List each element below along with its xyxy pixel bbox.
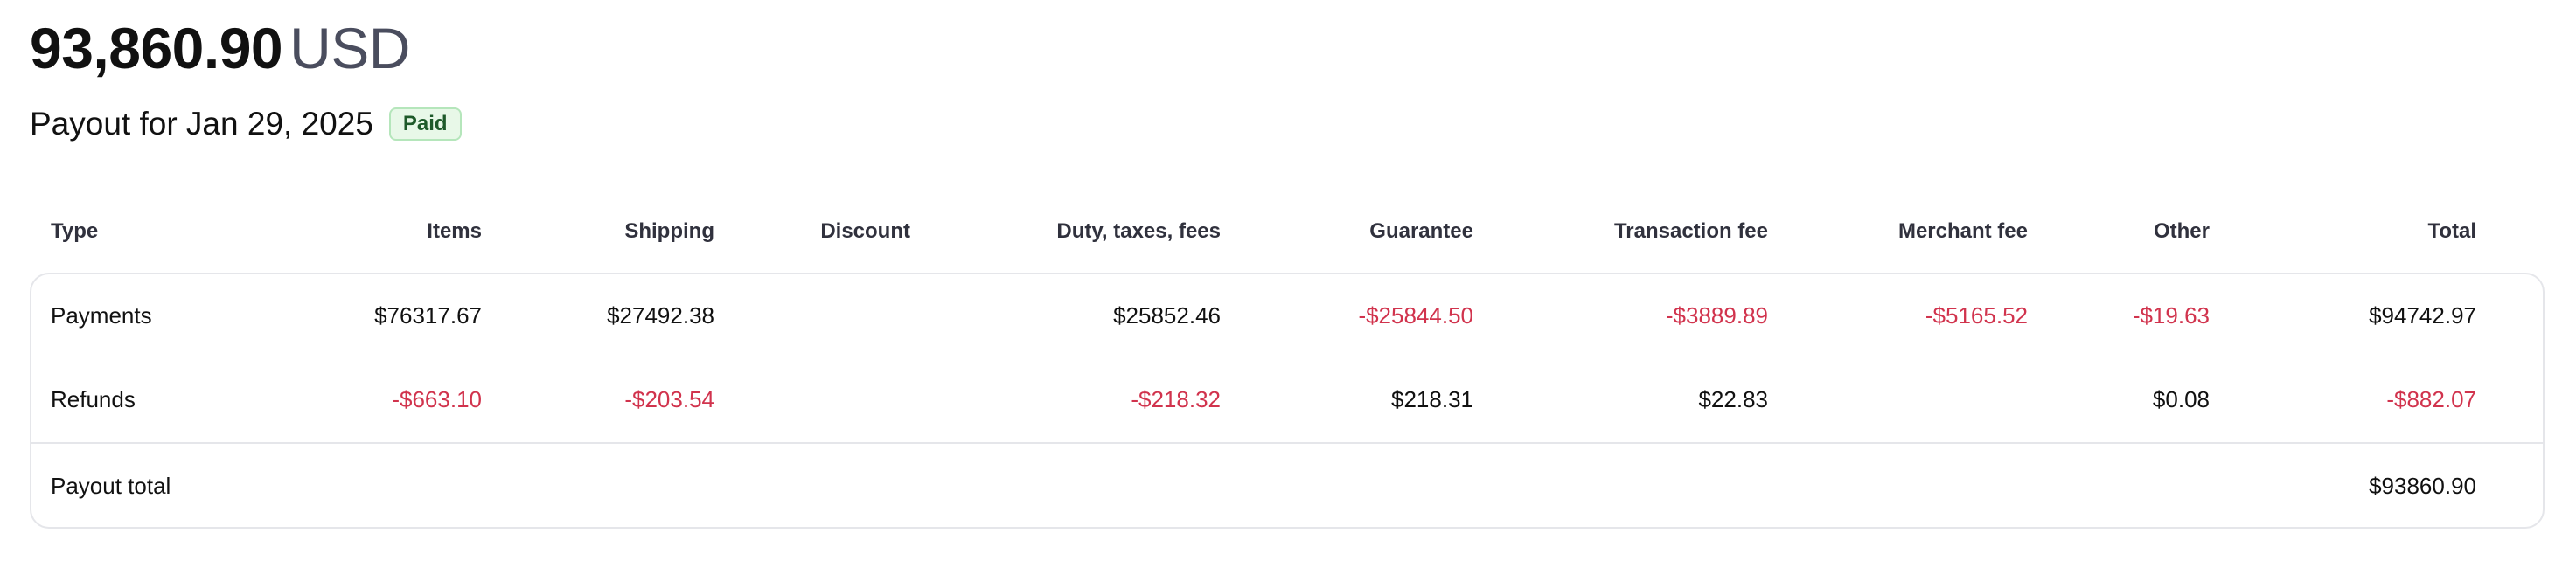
payout-total-label: Payout total <box>51 473 171 499</box>
cell: $22.83 <box>1698 386 1768 412</box>
cell: $0.08 <box>2152 386 2210 412</box>
table-header: Type Items Shipping Discount Duty, taxes… <box>0 214 2576 249</box>
table-divider <box>30 442 2545 444</box>
cell: -$3889.89 <box>1665 302 1768 329</box>
status-badge: Paid <box>388 107 462 141</box>
cell: -$5165.52 <box>1925 302 2028 329</box>
col-header-duty: Duty, taxes, fees <box>1056 219 1221 243</box>
currency-code: USD <box>289 16 410 80</box>
table-row-payout-total: Payout total $93860.90 <box>0 468 2576 503</box>
cell: -$19.63 <box>2132 302 2210 329</box>
payout-total-value: $93860.90 <box>2369 473 2476 499</box>
col-header-discount: Discount <box>820 219 910 243</box>
table-row-refunds: Refunds -$663.10 -$203.54 -$218.32 $218.… <box>0 382 2576 417</box>
cell: Refunds <box>51 386 136 412</box>
col-header-merchant-fee: Merchant fee <box>1897 219 2028 243</box>
col-header-other: Other <box>2153 219 2210 243</box>
col-header-guarantee: Guarantee <box>1369 219 1473 243</box>
table-row-payments: Payments $76317.67 $27492.38 $25852.46 -… <box>0 298 2576 333</box>
payout-table <box>30 273 2545 529</box>
col-header-total: Total <box>2427 219 2476 243</box>
cell: -$218.32 <box>1131 386 1221 412</box>
col-header-type: Type <box>51 219 99 243</box>
amount-value: 93,860.90 <box>30 16 283 80</box>
col-header-transaction-fee: Transaction fee <box>1613 219 1768 243</box>
cell: -$663.10 <box>392 386 482 412</box>
cell: $76317.67 <box>374 302 482 329</box>
cell: $25852.46 <box>1113 302 1221 329</box>
cell: -$203.54 <box>624 386 714 412</box>
cell: $94742.97 <box>2369 302 2476 329</box>
payout-date-label: Payout for Jan 29, 2025 <box>30 106 373 142</box>
col-header-items: Items <box>427 219 482 243</box>
cell: $218.31 <box>1391 386 1473 412</box>
payout-subtitle: Payout for Jan 29, 2025 Paid <box>30 103 462 145</box>
cell: -$882.07 <box>2386 386 2476 412</box>
cell: $27492.38 <box>607 302 714 329</box>
cell: Payments <box>51 302 152 329</box>
col-header-shipping: Shipping <box>624 219 714 243</box>
payout-amount: 93,860.90 USD <box>30 19 410 77</box>
cell: -$25844.50 <box>1358 302 1473 329</box>
